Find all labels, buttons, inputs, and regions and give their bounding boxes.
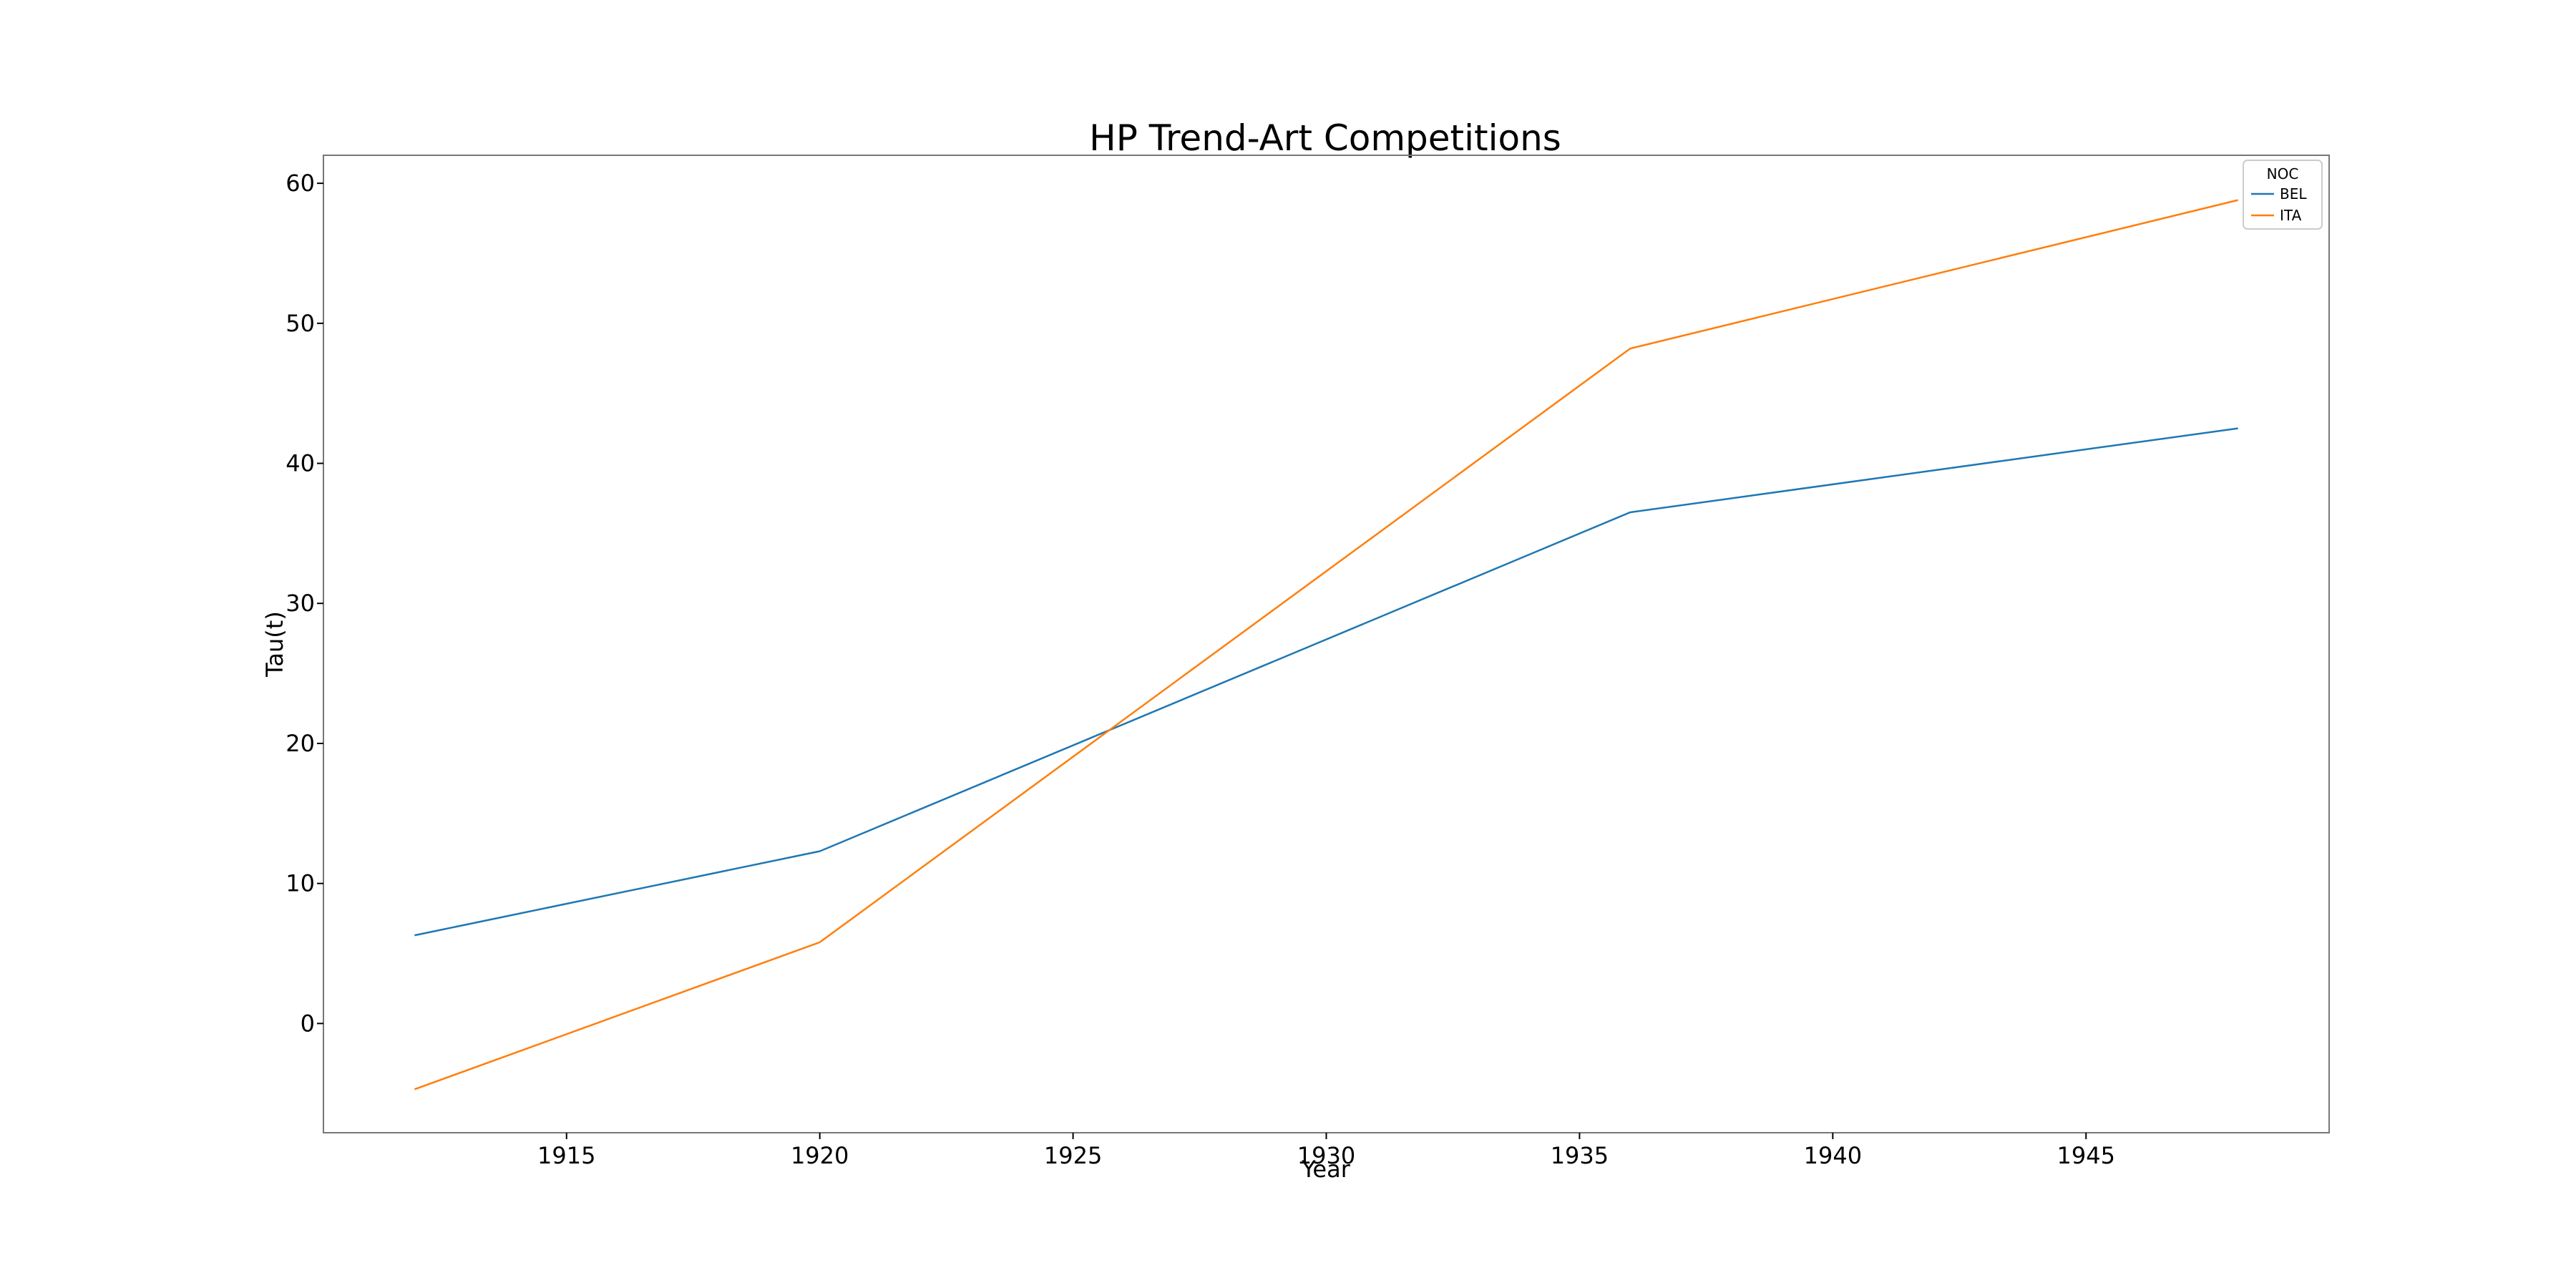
x-tick-label: 1945 [2057, 1142, 2115, 1169]
x-tick-label: 1925 [1044, 1142, 1102, 1169]
y-tick-label: 10 [286, 870, 315, 897]
x-tick-label: 1940 [1804, 1142, 1862, 1169]
y-tick-label: 20 [286, 730, 315, 757]
y-tick-label: 40 [286, 450, 315, 477]
y-tick-label: 0 [301, 1010, 315, 1037]
y-axis: 0 10 20 30 40 50 60 [286, 170, 323, 1037]
y-tick-label: 60 [286, 170, 315, 197]
x-axis-label: Year [1301, 1156, 1351, 1183]
legend-title: NOC [2267, 165, 2299, 182]
y-tick-label: 30 [286, 590, 315, 617]
legend-box [2243, 160, 2323, 230]
y-axis-label: Tau(t) [261, 611, 288, 678]
chart-title: HP Trend-Art Competitions [1089, 117, 1561, 159]
x-tick-label: 1915 [537, 1142, 595, 1169]
series-lines [414, 199, 2238, 1091]
x-tick-label: 1935 [1551, 1142, 1609, 1169]
x-tick-label: 1930 [1297, 1142, 1355, 1169]
legend-label-ita: ITA [2280, 207, 2302, 224]
x-tick-label: 1920 [791, 1142, 849, 1169]
legend: NOC BEL ITA [2243, 160, 2323, 230]
series-line-ita [414, 199, 2238, 1091]
x-axis: 1915 1920 1925 1930 1935 1940 1945 [537, 1133, 2115, 1169]
legend-label-bel: BEL [2280, 185, 2307, 203]
plot-frame [323, 155, 2330, 1133]
series-line-bel [414, 427, 2238, 937]
y-tick-label: 50 [286, 310, 315, 337]
